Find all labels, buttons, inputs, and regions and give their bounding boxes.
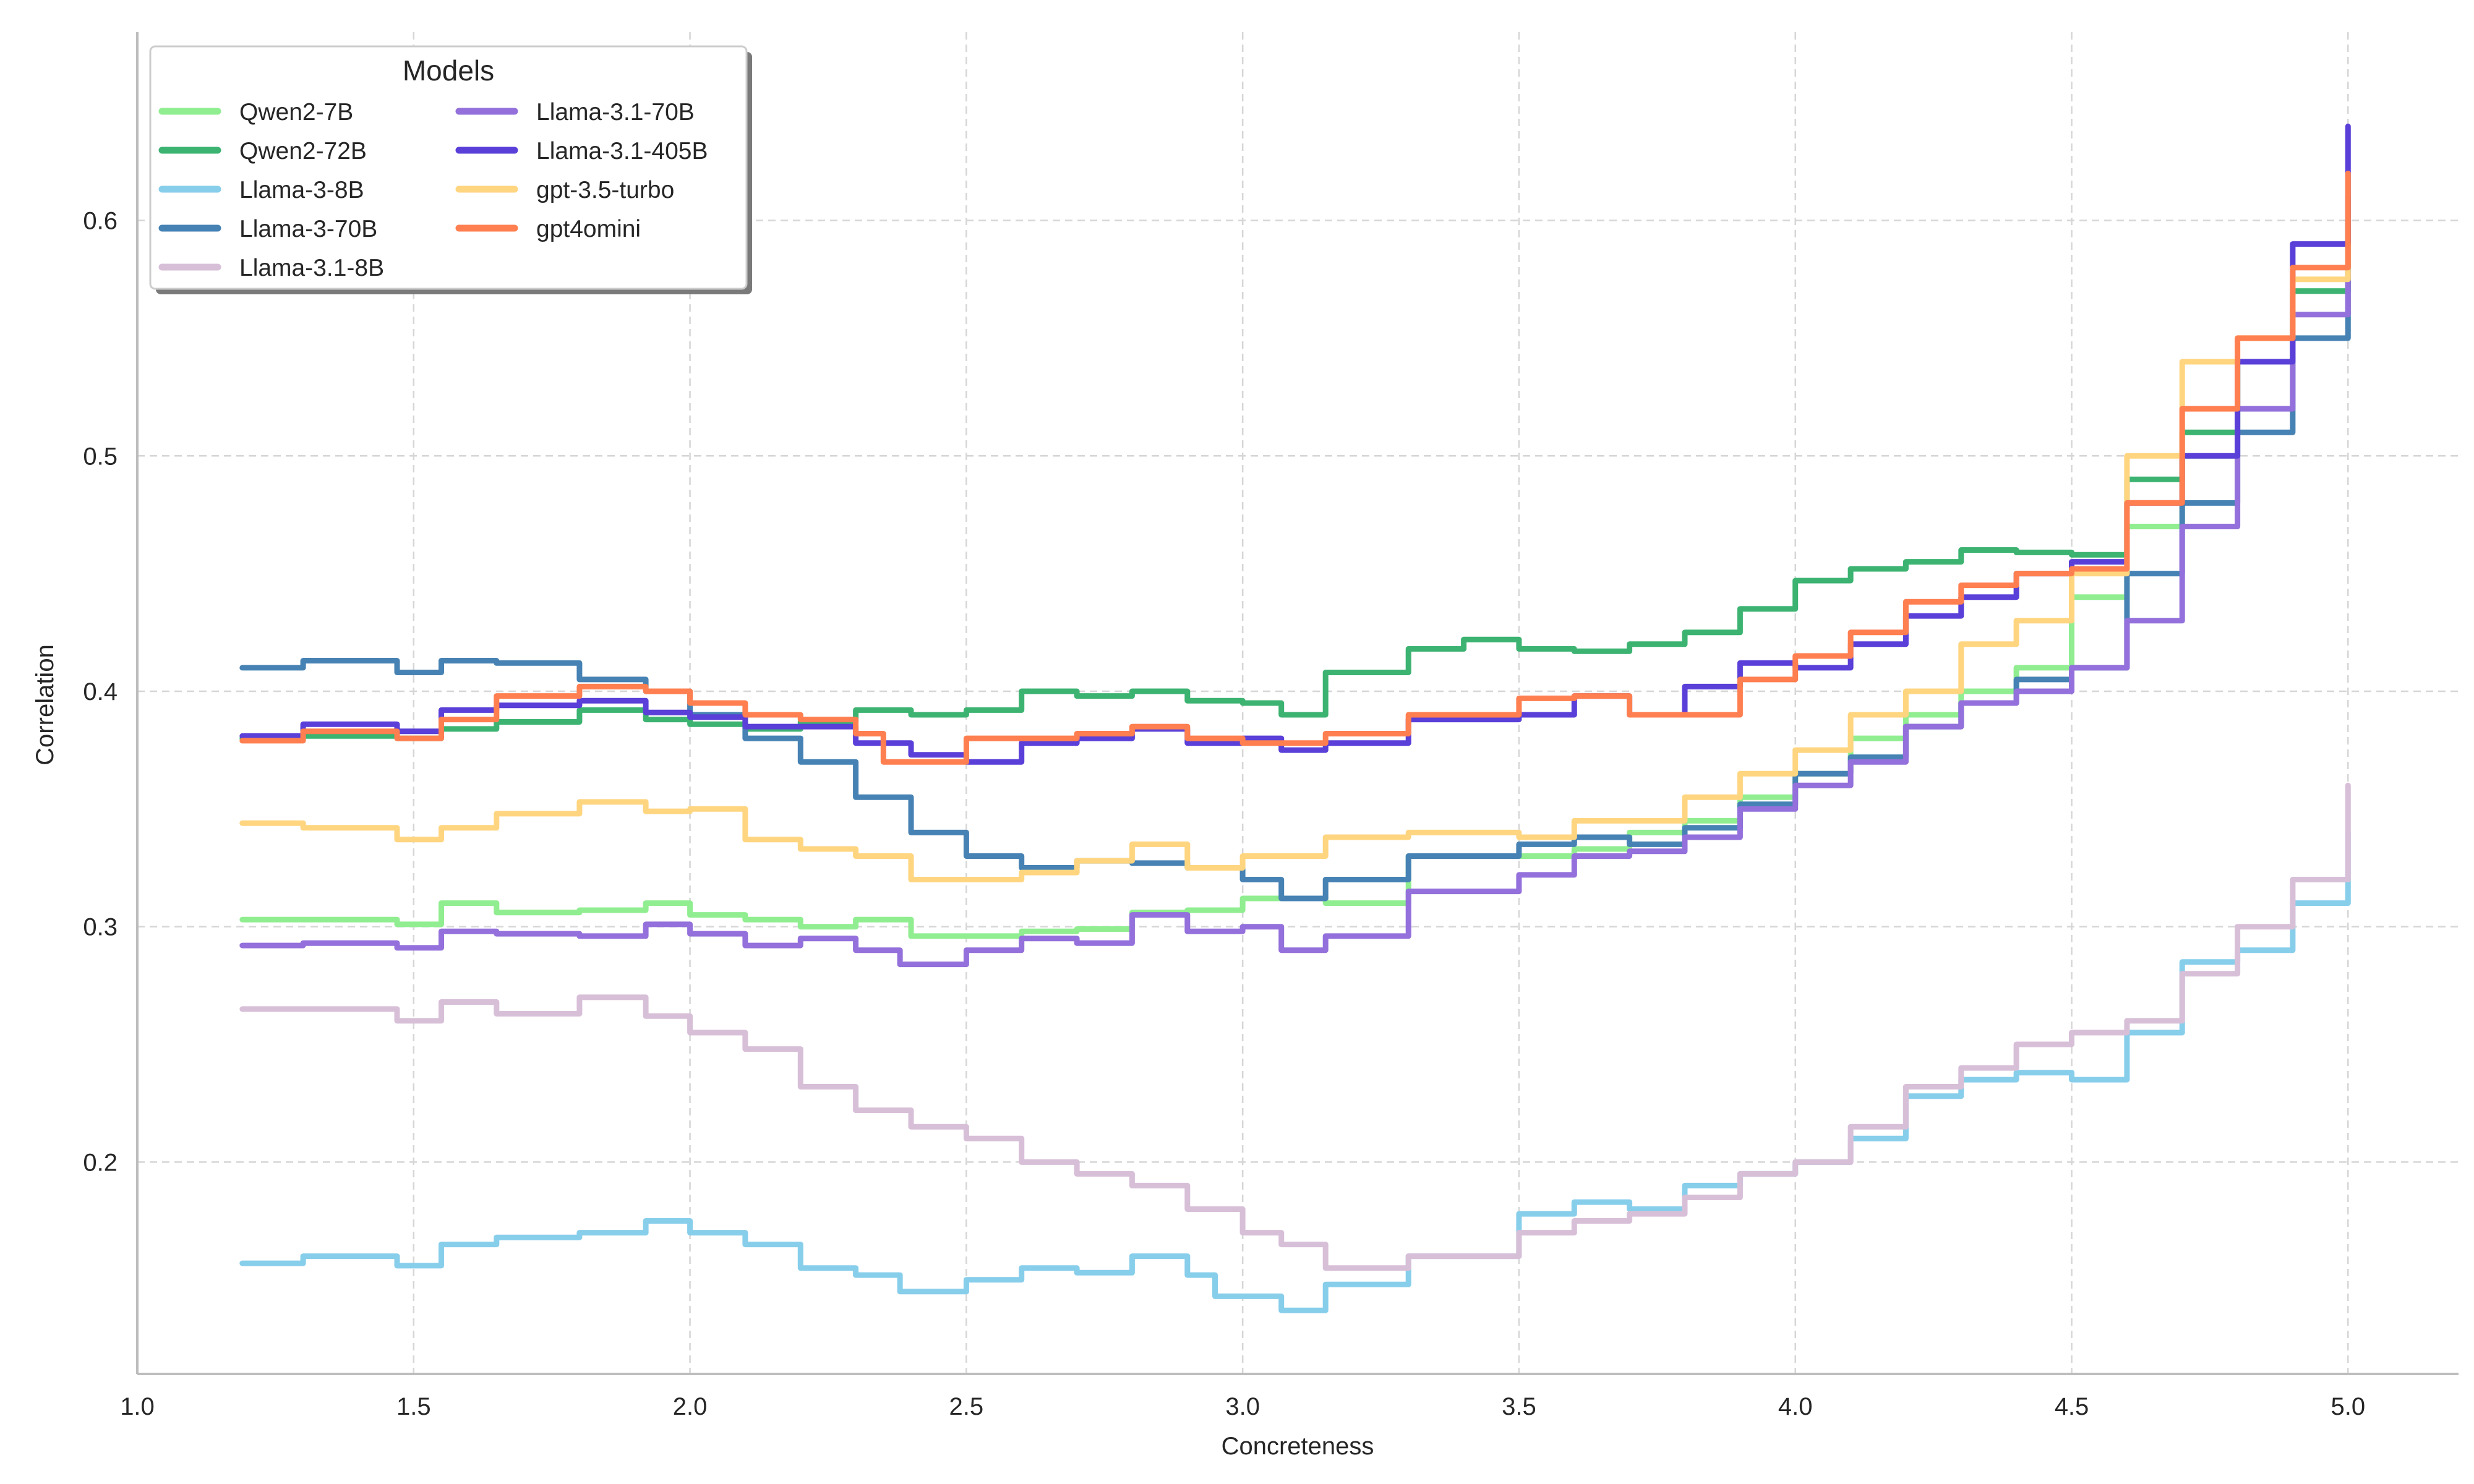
x-axis-label: Concreteness: [1222, 1433, 1374, 1460]
y-tick-label: 0.4: [83, 678, 118, 706]
series-line-llama-3-8b: [239, 829, 2351, 1313]
legend-entry: Llama-3.1-70B: [455, 99, 695, 126]
series-line-gpt4omini: [239, 170, 2351, 765]
legend-label: gpt4omini: [536, 216, 641, 242]
legend-entry: Llama-3.1-8B: [158, 255, 384, 281]
legend-title: Models: [403, 54, 494, 87]
y-tick-label: 0.2: [83, 1149, 118, 1176]
legend-label: Llama-3.1-8B: [239, 255, 384, 281]
y-ticks: 0.2 0.3 0.4 0.5 0.6: [83, 208, 118, 1177]
y-tick-label: 0.5: [83, 443, 118, 470]
x-tick-label: 1.5: [396, 1393, 431, 1420]
series-line-qwen2-72b: [239, 218, 2351, 741]
legend-items: Qwen2-7B Qwen2-72B Llama-3-8B Llama-3-70B Ll…: [158, 99, 708, 281]
legend-label: Llama-3-8B: [239, 177, 364, 203]
legend-entry: Llama-3.1-405B: [455, 138, 708, 164]
legend-entry: Llama-3-70B: [158, 216, 377, 242]
series-line-llama-3-1-70b: [239, 265, 2351, 968]
x-ticks: 1.0 1.5 2.0 2.5 3.0 3.5 4.0 4.5 5.0: [120, 1393, 2365, 1420]
legend-label: gpt-3.5-turbo: [536, 177, 674, 203]
y-tick-label: 0.3: [83, 914, 118, 941]
legend-entry: Qwen2-7B: [158, 99, 353, 126]
x-tick-label: 3.0: [1225, 1393, 1260, 1420]
legend-label: Llama-3.1-70B: [536, 99, 695, 126]
y-tick-label: 0.6: [83, 208, 118, 235]
x-tick-label: 2.5: [949, 1393, 984, 1420]
x-tick-label: 4.5: [2055, 1393, 2089, 1420]
series-line-llama-3-70b: [239, 194, 2351, 902]
legend-entry: gpt4omini: [455, 216, 641, 242]
series-line-gpt-3-5-turbo: [239, 241, 2351, 882]
series-line-llama-3-1-8b: [239, 782, 2351, 1271]
legend-label: Qwen2-72B: [239, 138, 367, 164]
legend-label: Llama-3.1-405B: [536, 138, 708, 164]
series-line-qwen2-7b: [239, 218, 2351, 939]
x-tick-label: 5.0: [2331, 1393, 2365, 1420]
x-tick-label: 2.0: [673, 1393, 708, 1420]
legend: Models Qwen2-7B Qwen2-72B Llama-3-8B Llama-…: [149, 45, 752, 294]
x-tick-label: 3.5: [1502, 1393, 1536, 1420]
x-tick-label: 1.0: [120, 1393, 155, 1420]
legend-entry: Llama-3-8B: [158, 177, 364, 203]
legend-frame: [149, 45, 748, 290]
legend-entry: Qwen2-72B: [158, 138, 367, 164]
y-axis-label: Correlation: [32, 644, 59, 765]
x-tick-label: 4.0: [1778, 1393, 1813, 1420]
legend-entry: gpt-3.5-turbo: [455, 177, 674, 203]
legend-label: Qwen2-7B: [239, 99, 353, 126]
legend-label: Llama-3-70B: [239, 216, 377, 242]
series-lines: [239, 123, 2351, 1313]
